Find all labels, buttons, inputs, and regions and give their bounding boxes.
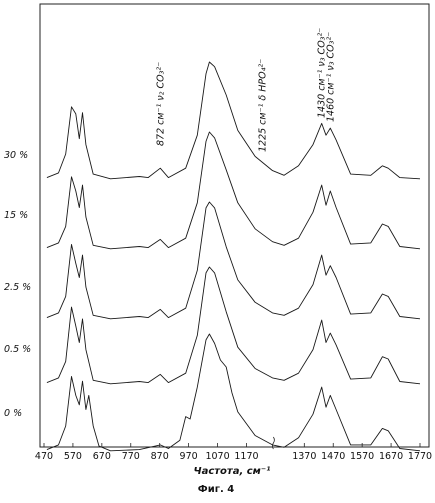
x-tick-label: 870 [151, 451, 169, 462]
x-axis-label: Частота, см⁻¹ [193, 466, 270, 477]
series-label: 2.5 % [4, 282, 31, 293]
x-tick-label: 770 [122, 451, 140, 462]
series-label: 30 % [4, 150, 28, 161]
series-label: 15 % [4, 210, 28, 221]
x-tick-label: 1070 [205, 451, 229, 462]
spectrum-line [47, 267, 420, 384]
series-labels: 30 % 15 % 2.5 % 0.5 % 0 % [4, 150, 31, 419]
spectrum-line [47, 62, 420, 179]
x-tick-label: 570 [64, 451, 82, 462]
series-label: 0.5 % [4, 344, 31, 355]
peak-annotation: 1225 см⁻¹ δ HPO₄²⁻ [257, 59, 268, 152]
spectrum-line [47, 132, 420, 249]
peak-annotations: 872 см⁻¹ ν₂ CO₃²⁻1225 см⁻¹ δ HPO₄²⁻1430 … [155, 28, 336, 152]
x-tick-label: 970 [180, 451, 198, 462]
series-label: 0 % [4, 408, 22, 419]
peak-annotation: 872 см⁻¹ ν₂ CO₃²⁻ [155, 62, 166, 146]
x-tick-label: 670 [93, 451, 111, 462]
x-tick-label: 1370 [292, 451, 316, 462]
x-tick-label: 1470 [321, 451, 345, 462]
spectrum-line [47, 334, 420, 451]
x-tick-label: 1770 [408, 451, 432, 462]
spectrum-line [47, 202, 420, 319]
spectra-curves [47, 62, 420, 451]
x-tick-label: 470 [35, 451, 53, 462]
peak-annotation: 1460 см⁻¹ ν₃ CO₃²⁻ [325, 32, 336, 122]
x-tick-label: 1570 [350, 451, 374, 462]
plot-frame [40, 4, 429, 447]
x-tick-label: 1170 [234, 451, 258, 462]
x-tick-label: 1670 [379, 451, 403, 462]
x-axis-ticks: 470 570 670 770 870 970 1070 1170 1370 1470 1570 16… [35, 443, 432, 462]
figure-caption: Фиг. 4 [198, 484, 234, 495]
